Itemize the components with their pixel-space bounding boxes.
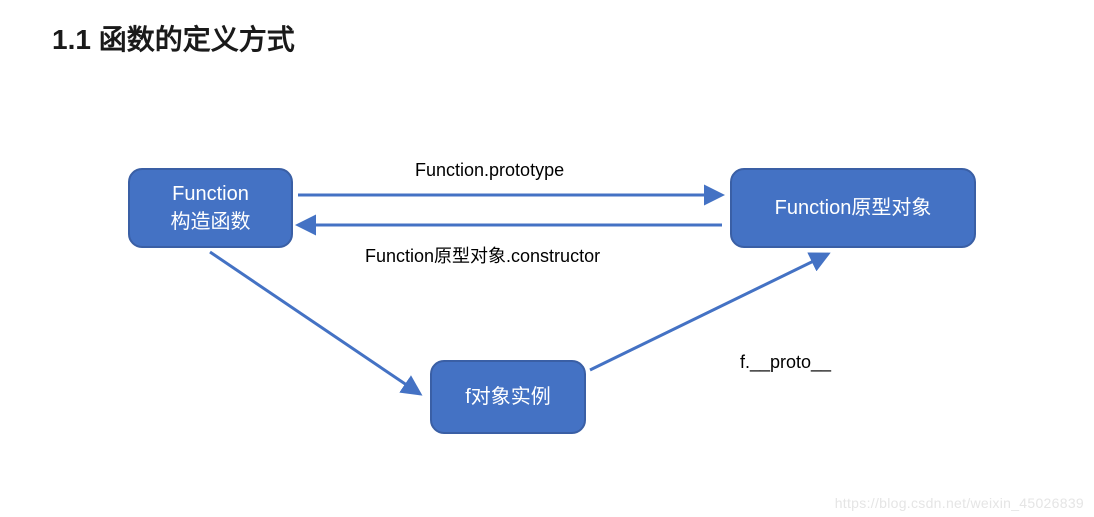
section-heading: 1.1 函数的定义方式 <box>52 18 295 58</box>
node-function-constructor-line-0: Function <box>172 180 249 208</box>
watermark: https://blog.csdn.net/weixin_45026839 <box>835 495 1084 511</box>
node-function-prototype-object-line-0: Function原型对象 <box>775 194 932 222</box>
edge-proto-label: f.__proto__ <box>740 352 831 373</box>
edge-constructor-label: Function原型对象.constructor <box>365 242 600 268</box>
node-f-instance-line-0: f对象实例 <box>465 383 551 411</box>
node-function-constructor-line-1: 构造函数 <box>171 208 251 236</box>
node-function-constructor: Function构造函数 <box>128 168 293 248</box>
node-f-instance: f对象实例 <box>430 360 586 434</box>
edge-new <box>210 252 420 394</box>
node-function-prototype-object: Function原型对象 <box>730 168 976 248</box>
edge-prototype-label: Function.prototype <box>415 160 564 181</box>
